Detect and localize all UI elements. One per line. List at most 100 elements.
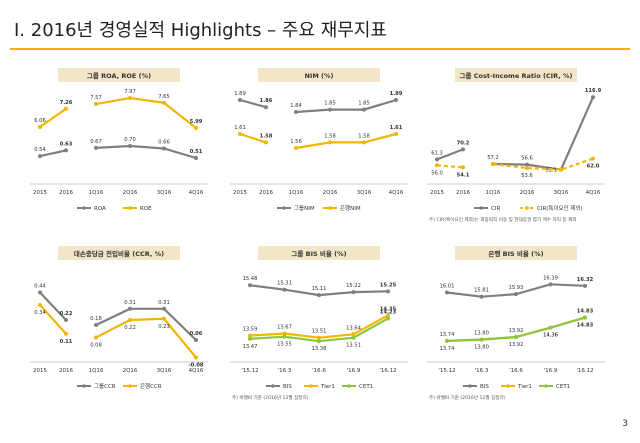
- chart-1-data-label: 7.57: [90, 95, 102, 101]
- chart-5-data-label: 15.11: [312, 286, 327, 292]
- chart-3-series-CIR-point: [461, 147, 465, 152]
- chart-2-tick-label: 4Q16: [389, 190, 404, 196]
- chart-6-legend-label: BIS: [480, 384, 489, 390]
- chart-4-series-그룹CCR-point: [194, 338, 198, 342]
- chart-2-data-label: 1.56: [290, 139, 302, 145]
- chart-1-series-ROA-point: [38, 154, 42, 159]
- chart-1-tick-label: 1Q16: [89, 190, 104, 196]
- chart-2-series-은행NIM-point: [328, 140, 332, 145]
- chart-1-tick-label: 2015: [33, 190, 47, 196]
- chart-4-tick-label: 3Q16: [157, 368, 172, 374]
- chart-3-tick-label: 4Q16: [586, 190, 601, 196]
- chart-6-legend-marker: [506, 384, 510, 388]
- chart-4-data-label: 0.23: [158, 324, 170, 330]
- chart-6-data-label: 13.74: [440, 346, 456, 352]
- chart-5-series-BIS-point: [317, 293, 321, 298]
- chart-3-data-label: 56.0: [431, 170, 443, 176]
- chart-2-tick-label: 1Q16: [289, 190, 304, 196]
- chart-1-series-ROA-point: [162, 146, 166, 151]
- chart-2-tick-label: 2016: [259, 190, 273, 196]
- chart-4-tick-label: 2016: [59, 368, 73, 374]
- chart-4-legend-label: 은행CCR: [140, 382, 162, 390]
- chart-5-series-Tier1-point: [248, 333, 252, 338]
- chart-3-data-label: 70.2: [457, 140, 470, 146]
- chart-5-legend-marker: [309, 384, 313, 388]
- chart-2-legend-label: 은행NIM: [340, 204, 361, 212]
- chart-4-data-label: 0.34: [34, 310, 46, 316]
- chart-4-legend-marker: [128, 384, 132, 388]
- chart-2-data-label: 1.58: [358, 133, 370, 139]
- chart-2-data-label: 1.61: [390, 125, 403, 131]
- chart-2-data-label: 1.85: [358, 101, 370, 107]
- chart-4-data-label: 0.22: [124, 325, 136, 331]
- chart-2-series-그룹NIM-line: [295, 98, 397, 114]
- chart-6-data-label: 13.92: [509, 328, 524, 334]
- chart-1-series-ROE-point: [94, 102, 98, 107]
- chart-6-series-CET1-point: [514, 335, 518, 340]
- chart-2-series-그룹NIM-point: [294, 110, 298, 114]
- chart-5-legend-label: BIS: [283, 384, 292, 390]
- chart-4-series-은행CCR-point: [162, 316, 166, 321]
- chart-5-note: 주) 바젤III 기준 (2016년 12월 잠정치): [232, 394, 309, 401]
- chart-4-series-그룹CCR-point: [38, 290, 42, 295]
- chart-6-tick-label: '16.12: [576, 368, 593, 374]
- chart-1-series-ROE-point: [38, 124, 42, 129]
- chart-3-series-CIR-point: [525, 162, 529, 167]
- chart-5-data-label: 13.51: [312, 329, 327, 335]
- chart-3-series-CIR(특이요인 제외)-point: [491, 161, 495, 166]
- chart-1-data-label: 7.26: [60, 100, 73, 106]
- chart-5-data-label: 13.38: [312, 346, 327, 352]
- chart-5-series-Tier1-point: [317, 335, 321, 340]
- chart-6-series-BIS-point: [445, 290, 449, 295]
- chart-1-tick-label: 4Q16: [189, 190, 204, 196]
- chart-3-tick-label: 2015: [430, 190, 444, 196]
- chart-4-legend-label: 그룹CCR: [94, 383, 116, 390]
- chart-5-data-label: 13.64: [346, 325, 362, 331]
- chart-5-tick-label: '16.3: [278, 368, 292, 374]
- chart-1-data-label: 0.54: [34, 147, 46, 153]
- chart-4-title-bg: [58, 246, 180, 260]
- chart-5-title: 그룹 BIS 비율 (%): [291, 249, 346, 258]
- chart-4-series-은행CCR-point: [128, 318, 132, 322]
- chart-2-series-그룹NIM-point: [238, 98, 242, 102]
- chart-1-series-ROA-line: [95, 144, 197, 160]
- chart-2-data-label: 1.85: [324, 101, 336, 107]
- chart-4-series-그룹CCR-point: [64, 318, 68, 322]
- chart-2-tick-label: 2Q16: [323, 190, 338, 196]
- chart-1-series-ROE-point: [162, 100, 166, 105]
- chart-2-series-그룹NIM-line: [239, 98, 267, 109]
- chart-1-legend-marker: [82, 206, 86, 210]
- chart-2-legend-marker: [328, 206, 332, 210]
- chart-6-tick-label: '15.12: [438, 368, 455, 374]
- chart-4-data-label: 0.18: [90, 316, 102, 322]
- chart-6-data-label: 13.80: [474, 345, 489, 351]
- chart-3-data-label: 53.6: [521, 173, 533, 179]
- chart-5-tick-label: '16.6: [312, 368, 326, 374]
- chart-6-data-label: 13.80: [474, 331, 489, 337]
- chart-4-data-label: 0.08: [90, 343, 102, 349]
- chart-6-series-BIS-point: [583, 283, 587, 288]
- chart-6-legend-label: Tier1: [517, 384, 532, 390]
- chart-4-data-label: 0.31: [124, 300, 136, 306]
- chart-2-legend-label: 그룹NIM: [294, 205, 315, 212]
- chart-5-data-label: 13.67: [277, 324, 292, 330]
- chart-4-data-label: 0.06: [190, 331, 203, 337]
- chart-1-data-label: 7.97: [124, 89, 136, 95]
- chart-5-data-label: 13.55: [277, 342, 292, 348]
- chart-5-series-BIS-point: [386, 289, 390, 294]
- chart-4-title: 대손충당금 전입비율 (CCR, %): [74, 249, 164, 258]
- chart-2-series-은행NIM-point: [394, 132, 398, 136]
- chart-1-series-ROE-line: [95, 96, 197, 129]
- chart-1-data-label: 6.06: [34, 118, 46, 124]
- chart-6-data-label: 13.92: [509, 342, 524, 348]
- chart-4-series-그룹CCR-point: [94, 323, 98, 327]
- chart-3-legend-label: CIR: [491, 206, 500, 212]
- chart-2-series-은행NIM-point: [362, 140, 366, 145]
- chart-5-series-CET1-point: [317, 339, 321, 344]
- chart-1-data-label: 0.70: [124, 137, 136, 143]
- chart-1-series-ROA-point: [94, 145, 98, 150]
- title-rule: [10, 48, 630, 50]
- chart-4-series-그룹CCR-point: [128, 306, 132, 311]
- chart-3-tick-label: 3Q16: [554, 190, 569, 196]
- chart-4-data-label: 0.44: [34, 284, 46, 290]
